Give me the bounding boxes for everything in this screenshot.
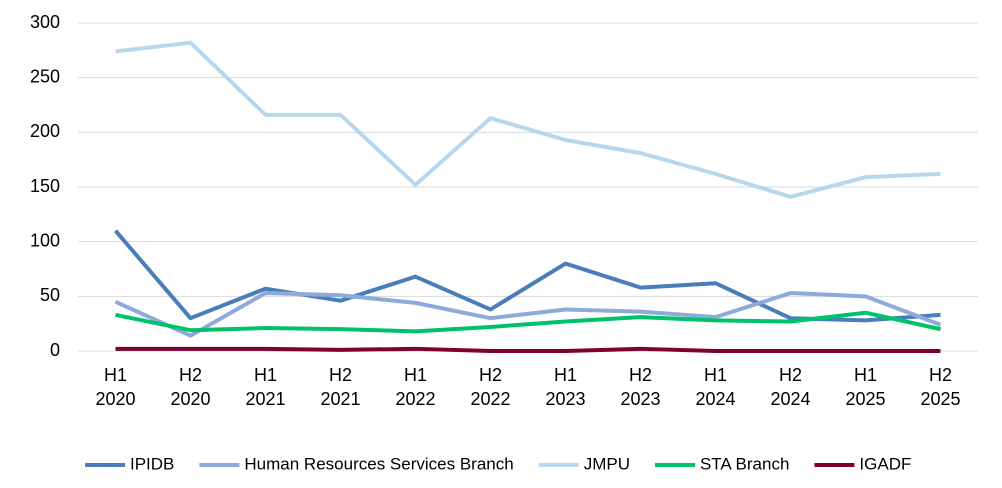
- x-tick-label: H2 2022: [470, 365, 510, 409]
- y-tick-label: 250: [30, 66, 60, 86]
- y-tick-label: 300: [30, 12, 60, 32]
- x-tick-line: 2022: [470, 389, 510, 409]
- x-tick-label: H2 2021: [320, 365, 360, 409]
- legend-label: IGADF: [859, 454, 911, 473]
- line-series: [115, 346, 941, 353]
- x-tick-line: H1: [254, 365, 277, 385]
- x-tick-line: 2021: [320, 389, 360, 409]
- x-tick-label: H2 2020: [170, 365, 210, 409]
- legend-label: JMPU: [584, 454, 630, 473]
- line-series: [115, 310, 941, 334]
- x-tick-line: 2025: [920, 389, 960, 409]
- line-series: [114, 291, 942, 338]
- x-tick-line: 2023: [620, 389, 660, 409]
- x-tick-line: H2: [329, 365, 352, 385]
- x-tick-line: 2025: [845, 389, 885, 409]
- y-tick-label: 200: [30, 121, 60, 141]
- x-tick-line: H1: [404, 365, 427, 385]
- x-tick-line: H2: [929, 365, 952, 385]
- y-tick-label: 150: [30, 176, 60, 196]
- y-tick-label: 50: [40, 285, 60, 305]
- x-tick-label: H2 2023: [620, 365, 660, 409]
- x-tick-label: H1 2021: [245, 365, 285, 409]
- legend-label: IPIDB: [130, 454, 174, 473]
- x-tick-label: H1 2025: [845, 365, 885, 409]
- y-tick-label: 0: [50, 340, 60, 360]
- legend-label: STA Branch: [700, 454, 789, 473]
- x-tick-line: H1: [554, 365, 577, 385]
- x-tick-label: H1 2020: [95, 365, 135, 409]
- x-tick-line: 2024: [770, 389, 810, 409]
- legend-label: Human Resources Services Branch: [244, 454, 513, 473]
- x-tick-label: H1 2022: [395, 365, 435, 409]
- x-tick-line: H1: [704, 365, 727, 385]
- x-tick-label: H1 2024: [695, 365, 735, 409]
- x-tick-line: H2: [779, 365, 802, 385]
- x-tick-label: H2 2024: [770, 365, 810, 409]
- x-tick-line: H1: [854, 365, 877, 385]
- x-tick-line: H2: [629, 365, 652, 385]
- x-tick-line: 2020: [170, 389, 210, 409]
- x-tick-line: H2: [479, 365, 502, 385]
- x-tick-line: H2: [179, 365, 202, 385]
- x-tick-line: 2023: [545, 389, 585, 409]
- x-tick-label: H1 2023: [545, 365, 585, 409]
- x-tick-line: 2021: [245, 389, 285, 409]
- x-tick-line: 2024: [695, 389, 735, 409]
- y-tick-label: 100: [30, 230, 60, 250]
- x-tick-line: 2022: [395, 389, 435, 409]
- line-series: [115, 40, 941, 199]
- x-tick-label: H2 2025: [920, 365, 960, 409]
- x-tick-line: H1: [104, 365, 127, 385]
- x-tick-line: 2020: [95, 389, 135, 409]
